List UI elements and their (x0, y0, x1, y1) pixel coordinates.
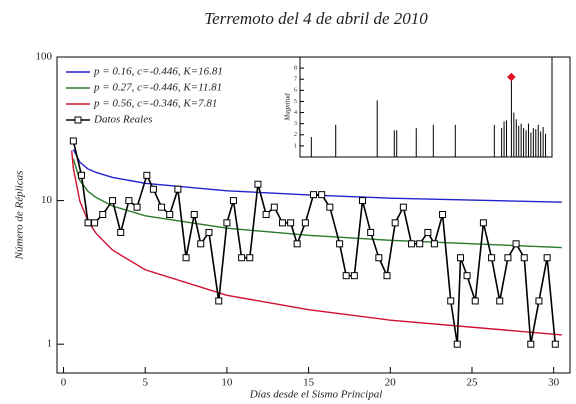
y-tick-label: 100 (36, 51, 53, 63)
data-point (471, 297, 479, 305)
data-point (453, 340, 461, 348)
data-point (488, 254, 496, 262)
chart-title: Terremoto del 4 de abril de 2010 (204, 9, 428, 28)
data-point (336, 240, 344, 248)
data-point (551, 340, 559, 348)
data-point (91, 219, 99, 227)
inset-y-tick-label: 6 (294, 88, 297, 94)
series-line (72, 149, 562, 203)
series-line (72, 140, 557, 345)
data-point (439, 211, 447, 219)
data-point (174, 185, 182, 193)
data-point (342, 272, 350, 280)
data-point (535, 297, 543, 305)
data-point (512, 240, 520, 248)
data-point (223, 219, 231, 227)
data-point (527, 340, 535, 348)
data-point (383, 272, 391, 280)
data-point (430, 240, 438, 248)
data-point (99, 211, 107, 219)
data-point (391, 219, 399, 227)
data-point (287, 219, 295, 227)
data-point (318, 191, 326, 199)
data-point (78, 171, 86, 179)
data-point (375, 254, 383, 262)
data-point (543, 254, 551, 262)
data-point (496, 297, 504, 305)
inset-y-tick-label: 2 (294, 132, 297, 138)
data-point (205, 228, 213, 236)
data-point (359, 197, 367, 205)
data-point (117, 228, 125, 236)
y-tick-label: 1 (47, 338, 53, 350)
data-point (301, 219, 309, 227)
data-point (254, 180, 262, 188)
data-point (447, 297, 455, 305)
inset-y-tick-label: 4 (294, 110, 297, 116)
legend-label: p = 0.16, c=-0.446, K=16.81 (93, 66, 223, 78)
data-point (182, 254, 190, 262)
x-tick-label: 20 (385, 377, 397, 389)
data-point (149, 185, 157, 193)
data-point (350, 272, 358, 280)
data-point (238, 254, 246, 262)
data-point (293, 240, 301, 248)
data-point (166, 211, 174, 219)
data-point (504, 254, 512, 262)
legend-marker (74, 116, 82, 124)
data-point (109, 197, 117, 205)
inset-y-tick-label: 5 (294, 99, 297, 105)
data-point (278, 219, 286, 227)
inset-y-tick-label: 8 (294, 65, 297, 71)
inset-frame (299, 56, 553, 158)
inset-y-tick-label: 7 (294, 77, 297, 83)
y-axis-label: Número de Réplicas (14, 171, 26, 261)
series-line (71, 150, 562, 336)
data-point (158, 203, 166, 211)
x-tick-label: 10 (221, 377, 233, 389)
data-point (326, 203, 334, 211)
data-point (424, 228, 432, 236)
data-point (457, 254, 465, 262)
x-tick-label: 30 (548, 377, 560, 389)
inset-y-label: Magnitud (284, 93, 292, 122)
legend-label: p = 0.56, c=-0.346, K=7.81 (93, 98, 217, 110)
data-point (215, 297, 223, 305)
data-point (310, 191, 317, 199)
data-point (367, 228, 375, 236)
data-point (133, 203, 141, 211)
data-point (408, 240, 416, 248)
data-point (197, 240, 205, 248)
data-point (520, 254, 528, 262)
data-point (229, 197, 237, 205)
y-tick-label: 10 (41, 194, 53, 206)
inset-y-tick-label: 1 (294, 143, 297, 149)
peak-marker (507, 72, 516, 82)
data-point (69, 137, 77, 145)
inset-y-tick-label: 3 (294, 121, 297, 127)
legend-label: Datos Reales (93, 114, 152, 126)
data-point (125, 197, 133, 205)
data-point (190, 211, 198, 219)
data-point (262, 211, 270, 219)
series-line (72, 158, 562, 249)
x-tick-label: 0 (61, 377, 67, 389)
legend-label: p = 0.27, c=-0.446, K=11.81 (93, 82, 222, 94)
x-tick-label: 5 (142, 377, 148, 389)
data-point (143, 171, 151, 179)
x-tick-label: 25 (466, 377, 478, 389)
data-point (416, 240, 424, 248)
data-point (399, 203, 407, 211)
data-point (270, 203, 278, 211)
data-point (479, 219, 487, 227)
data-point (463, 272, 471, 280)
x-tick-label: 15 (303, 377, 315, 389)
data-point (246, 254, 254, 262)
x-axis-label: Días desde el Sismo Principal (249, 389, 383, 401)
data-point (84, 219, 92, 227)
